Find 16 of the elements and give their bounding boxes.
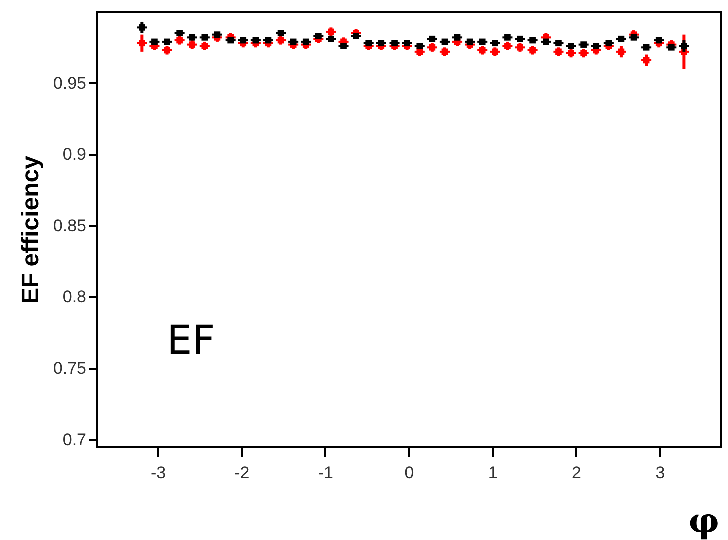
x-tick-label: -1	[318, 464, 334, 482]
x-tick-label: 3	[656, 464, 666, 482]
y-axis-title: EF efficiency	[17, 155, 44, 304]
y-tick-label: 0.85	[53, 216, 86, 236]
x-tick-label: -2	[234, 464, 250, 482]
y-tick-label: 0.75	[53, 359, 86, 378]
x-tick-label: 0	[404, 464, 414, 482]
x-tick-label: 1	[488, 464, 498, 482]
x-tick-label: -3	[151, 464, 166, 482]
y-tick-label: 0.95	[53, 74, 86, 93]
y-tick-label: 0.8	[62, 288, 86, 307]
x-tick-label: 2	[572, 464, 582, 482]
annotation: EF	[167, 318, 216, 364]
x-axis-title: φ	[688, 502, 720, 540]
y-tick-label: 0.7	[62, 430, 86, 450]
y-tick-label: 0.9	[62, 145, 86, 164]
